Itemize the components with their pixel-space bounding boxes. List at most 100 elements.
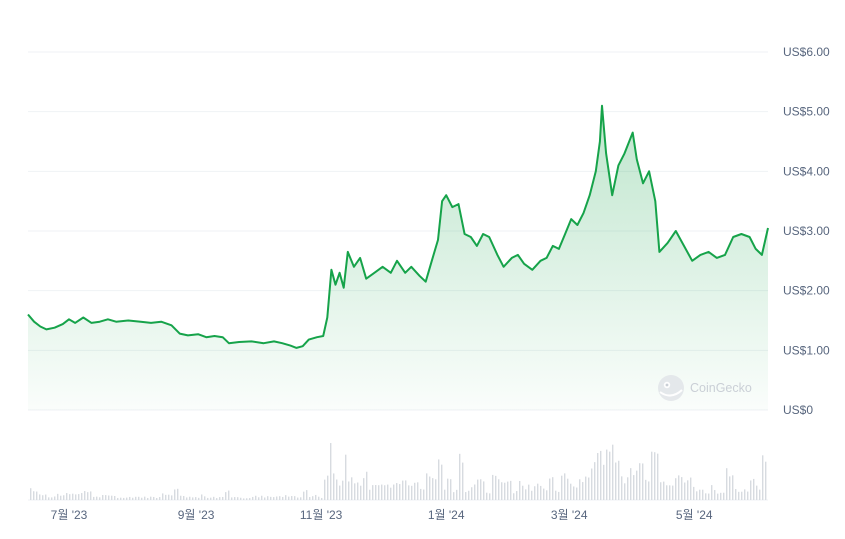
volume-bar [453,492,455,500]
volume-bar [690,477,692,500]
volume-bar [576,487,578,500]
volume-bar [492,474,494,500]
volume-bar [603,464,605,500]
volume-bar [675,478,677,500]
volume-bar [504,482,506,500]
volume-bar [132,497,134,500]
volume-bar [546,490,548,500]
volume-bar [525,489,527,500]
volume-bar [201,494,203,500]
volume-bar [615,462,617,500]
volume-bar [222,496,224,500]
volume-bar [288,496,290,500]
volume-bar [633,475,635,500]
volume-bar [444,489,446,500]
volume-bar [324,479,326,500]
volume-bar [210,497,212,500]
volume-bar [207,497,209,500]
volume-bar [654,452,656,500]
volume-bar [282,496,284,500]
volume-bar [174,489,176,500]
volume-bar [462,462,464,500]
volume-bar [705,493,707,500]
volume-bar [123,497,125,500]
volume-bar [369,489,371,500]
volume-bar [477,479,479,500]
volume-bar [252,496,254,500]
y-tick-label: US$2.00 [783,284,830,298]
volume-bar [177,488,179,500]
volume-bar [105,495,107,500]
volume-bar [639,463,641,500]
volume-bar [102,495,104,500]
volume-bar [627,477,629,500]
volume-bar [384,485,386,500]
volume-bar [147,497,149,500]
volume-bar [399,484,401,500]
volume-bar [714,490,716,500]
volume-bar [669,485,671,500]
volume-bar [537,483,539,500]
volume-bar [42,495,44,500]
volume-bar [552,477,554,500]
volume-bar [624,483,626,500]
volume-bar [618,460,620,500]
volume-bar [309,497,311,500]
volume-bar [144,496,146,500]
volume-bar [702,489,704,500]
y-tick-label: US$1.00 [783,343,830,357]
volume-bar [519,480,521,500]
volume-bar [513,493,515,500]
volume-bar [498,479,500,500]
volume-bar [570,483,572,500]
volume-bar [279,496,281,500]
volume-bar [420,488,422,500]
volume-bar [366,471,368,500]
volume-bar [561,475,563,500]
volume-bar [735,489,737,500]
volume-bar [651,451,653,500]
volume-bar [81,493,83,500]
volume-bar [270,496,272,500]
volume-bar [90,491,92,500]
volume-bar [192,497,194,500]
volume-bar [375,484,377,500]
volume-bar [501,482,503,500]
volume-bar [585,476,587,500]
volume-bar [522,485,524,500]
volume-bar [237,497,239,500]
volume-bar [276,496,278,500]
volume-bar [417,482,419,500]
volume-bar [489,493,491,500]
volume-bar [228,490,230,500]
volume-bar [294,496,296,500]
y-tick-label: US$3.00 [783,224,830,238]
x-tick-label: 11월 '23 [300,508,343,522]
volume-bar [744,489,746,500]
volume-bar [429,476,431,500]
volume-bar [573,486,575,500]
volume-bar [336,479,338,500]
volume-bar [393,484,395,500]
volume-bar [687,480,689,500]
volume-bar [183,496,185,500]
volume-bar [528,484,530,500]
volume-bar [54,496,56,500]
volume-bar [48,497,50,500]
volume-bar [441,464,443,500]
volume-bar [51,497,53,500]
volume-bar [351,477,353,500]
volume-bar [87,492,89,500]
volume-bar [168,494,170,500]
volume-bar [153,496,155,500]
volume-bar [507,481,509,500]
volume-bar [666,485,668,500]
volume-bar [195,497,197,500]
volume-bar [684,482,686,500]
volume-bar [273,497,275,500]
volume-bar [165,494,167,500]
volume-bar [129,496,131,500]
volume-bar [759,489,761,500]
volume-bar [636,470,638,500]
coingecko-logo-icon [658,375,684,401]
